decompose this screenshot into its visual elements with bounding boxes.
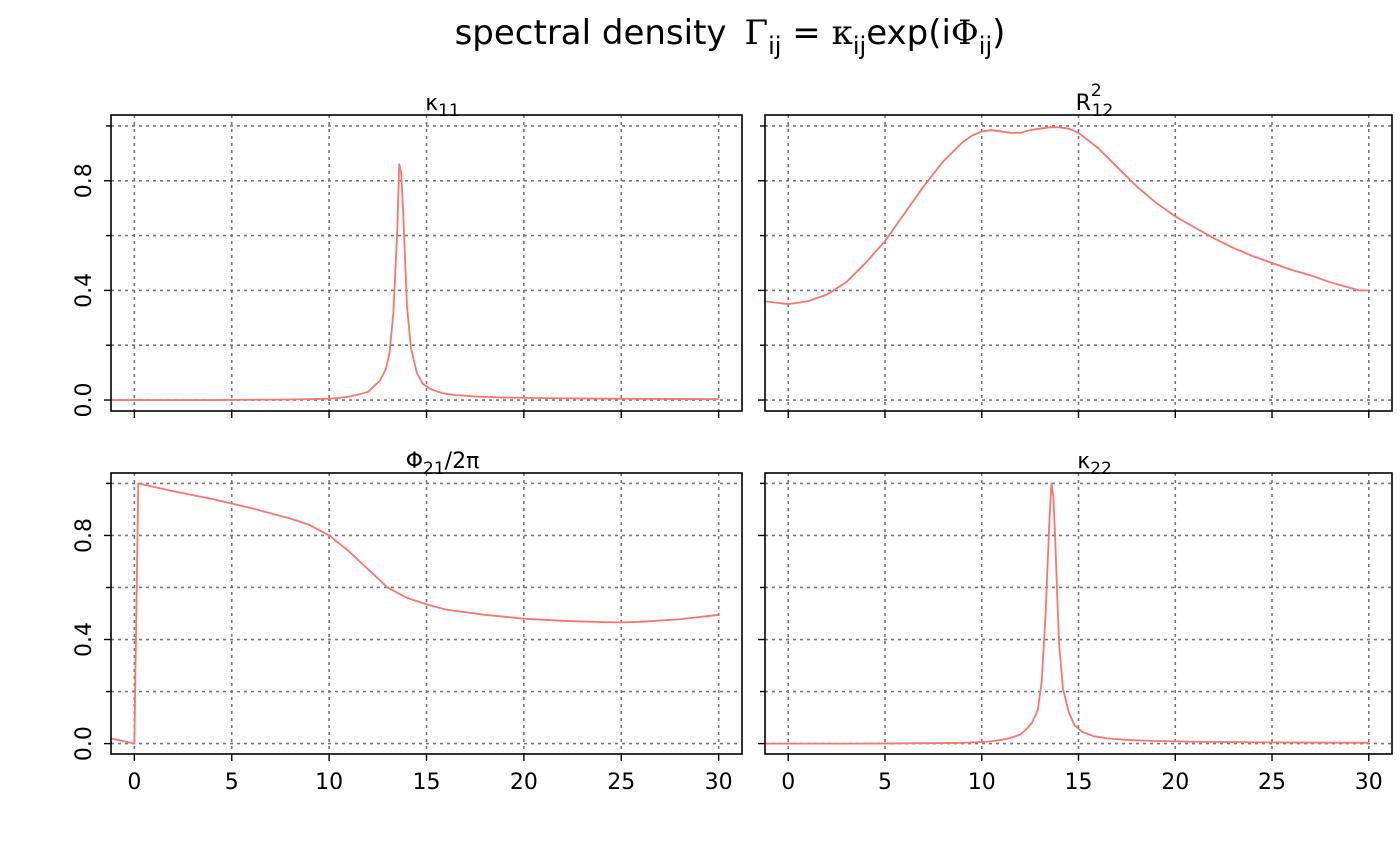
panel-title-sub: 11 (438, 101, 460, 121)
series-line (765, 482, 1369, 745)
title-eq: = (781, 13, 831, 53)
panel-title: Φ21/2π (406, 449, 480, 479)
title-text: spectral density (455, 13, 727, 53)
x-tick-label: 0 (127, 770, 141, 795)
panel-title: R2 12 (1076, 81, 1114, 121)
x-tick-label: 25 (607, 770, 635, 795)
panel-title-sub: 21 (423, 459, 445, 479)
x-tick-label: 10 (315, 770, 343, 795)
y-tick-label: 0.8 (72, 163, 97, 198)
panel-title-sup: 2 (1091, 81, 1102, 101)
panel-title: κ11 (425, 91, 460, 121)
series-line (111, 163, 719, 401)
x-tick-label: 20 (1161, 770, 1189, 795)
title-kappa-sub: ij (853, 32, 866, 60)
panel-1: 0.0 0.4 0.8 κ11 (72, 91, 743, 418)
panel-2: R2 12 (758, 81, 1393, 418)
title-gamma: Γ (745, 13, 769, 53)
figure-title: spectral density Γij = κijexp(iΦij) (455, 13, 1006, 60)
x-tick-label: 5 (225, 770, 239, 795)
title-exp: exp(i (866, 13, 951, 53)
y-tick-label: 0.0 (72, 383, 97, 418)
x-tick-label: 15 (1065, 770, 1093, 795)
y-tick-label: 0.4 (72, 273, 97, 308)
x-tick-label: 25 (1258, 770, 1286, 795)
y-tick-label: 0.0 (72, 726, 97, 761)
x-tick-label: 20 (510, 770, 538, 795)
x-tick-label: 15 (413, 770, 441, 795)
x-tick-label: 0 (781, 770, 795, 795)
y-tick-label: 0.8 (72, 518, 97, 553)
title-kappa: κ (832, 13, 853, 53)
panel-title-symbol: κ (425, 91, 438, 116)
x-tick-label: 5 (878, 770, 892, 795)
panel-title-symbol: Φ (406, 449, 423, 474)
x-tick-label: 10 (968, 770, 996, 795)
series-line (110, 482, 719, 745)
title-phi-sub: ij (979, 32, 992, 60)
x-tick-label: 30 (705, 770, 733, 795)
panel-title-suffix: /2π (445, 449, 480, 474)
panel-4: 0 5 10 15 20 25 30 κ22 (758, 449, 1393, 795)
panel-title: κ22 (1077, 449, 1112, 479)
y-tick-label: 0.4 (72, 622, 97, 657)
series-line (764, 126, 1369, 306)
x-tick-label: 30 (1355, 770, 1383, 795)
panel-title-sub: 22 (1090, 459, 1112, 479)
panel-3: 0 5 10 15 20 25 30 0.0 0.4 0.8 Φ21/2π (72, 449, 743, 795)
title-close: ) (992, 13, 1005, 53)
panel-title-sub: 12 (1092, 101, 1114, 121)
panel-title-symbol: κ (1077, 449, 1090, 474)
panel-title-symbol: R (1076, 91, 1091, 116)
title-phi: Φ (951, 13, 979, 53)
title-gamma-sub: ij (768, 32, 781, 60)
